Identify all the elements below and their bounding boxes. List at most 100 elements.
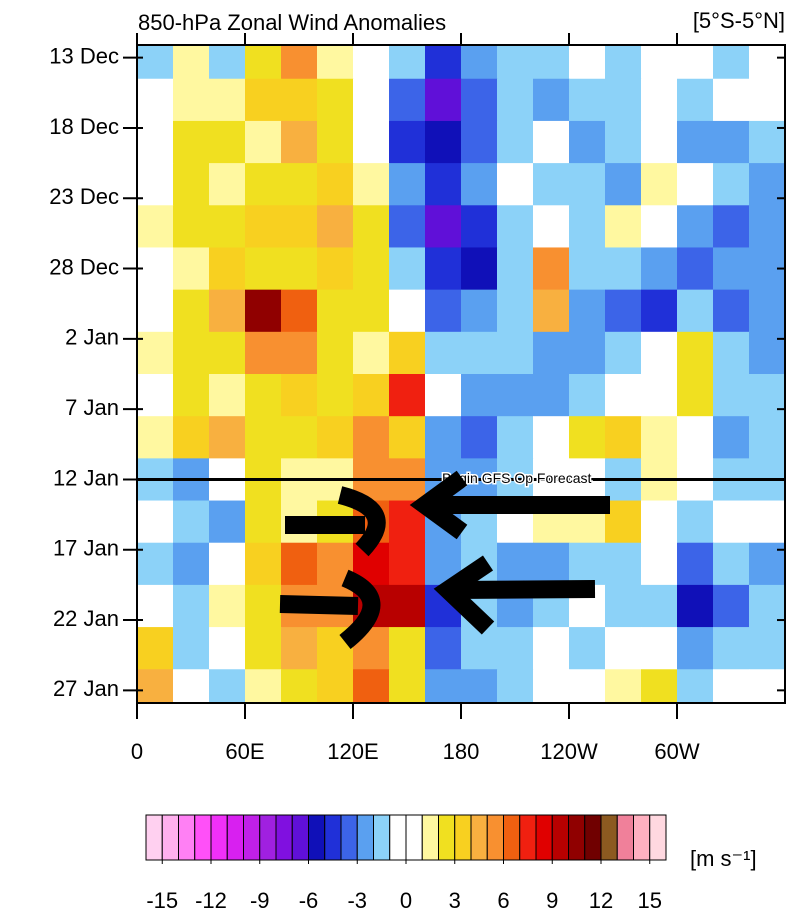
cell	[173, 669, 210, 703]
cell	[569, 416, 606, 459]
y-tick-label: 23 Dec	[49, 184, 119, 209]
cell	[497, 205, 534, 248]
arrow-head	[337, 486, 386, 557]
cell	[713, 205, 750, 248]
colorbar-box	[178, 814, 196, 861]
cell	[137, 45, 174, 80]
x-tick-label: 120W	[540, 739, 598, 764]
cell	[353, 289, 390, 333]
cell	[749, 289, 785, 333]
cell	[353, 163, 390, 206]
cell	[461, 289, 498, 333]
cell	[641, 542, 678, 586]
cell	[353, 331, 390, 375]
cell	[605, 542, 642, 586]
cell	[461, 669, 498, 703]
cell	[497, 627, 534, 670]
cell	[281, 627, 318, 670]
cell	[389, 45, 426, 80]
colorbar-tick-label: -15	[146, 888, 178, 913]
colorbar-box	[568, 814, 586, 861]
arrow	[449, 580, 596, 599]
cell	[677, 289, 714, 333]
cell	[749, 374, 785, 417]
cell	[605, 669, 642, 703]
colorbar-box	[389, 814, 407, 861]
cell	[317, 374, 354, 417]
cell	[317, 120, 354, 164]
cell	[677, 542, 714, 586]
cell	[677, 120, 714, 164]
cell	[713, 247, 750, 291]
cell	[281, 163, 318, 206]
cell	[569, 78, 606, 122]
cell	[713, 163, 750, 206]
cell	[677, 584, 714, 628]
axes: 0 60E 120E 180 120W 60W 13 Dec 18 Dec 23 Dec 28 D…	[49, 33, 786, 764]
cell	[713, 584, 750, 628]
colorbar-tick-label: -12	[195, 888, 227, 913]
cell	[317, 669, 354, 703]
colorbar-box	[145, 814, 163, 861]
y-tick-label: 7 Jan	[65, 395, 119, 420]
arrow-head	[433, 555, 495, 635]
x-tick-label: 60E	[225, 739, 264, 764]
cell	[209, 78, 246, 122]
cell	[713, 627, 750, 670]
cell	[713, 78, 750, 122]
cell	[641, 500, 678, 544]
cell	[533, 205, 570, 248]
cell	[641, 163, 678, 206]
cell	[209, 205, 246, 248]
cell	[749, 500, 785, 544]
cell	[569, 289, 606, 333]
cell	[569, 669, 606, 703]
cell	[173, 584, 210, 628]
colorbar-box	[535, 814, 553, 861]
cell	[533, 374, 570, 417]
colorbar-box	[405, 814, 423, 861]
cell	[245, 163, 282, 206]
y-tick-label: 13 Dec	[49, 43, 119, 68]
cell	[605, 163, 642, 206]
annotation: Begin GFS Op Forecast	[442, 470, 592, 486]
cell	[281, 78, 318, 122]
cell	[713, 500, 750, 544]
cell	[245, 45, 282, 80]
cell	[497, 416, 534, 459]
cell	[245, 205, 282, 248]
cell	[461, 163, 498, 206]
cell	[137, 584, 174, 628]
cell	[641, 289, 678, 333]
cell	[209, 120, 246, 164]
colorbar-box	[438, 814, 456, 861]
cell	[281, 45, 318, 80]
y-tick-label: 27 Jan	[53, 676, 119, 701]
cell	[209, 247, 246, 291]
cell	[137, 120, 174, 164]
cell	[245, 247, 282, 291]
cell	[317, 331, 354, 375]
cell	[173, 247, 210, 291]
colorbar-tick-label: 3	[449, 888, 461, 913]
colorbar-tick-label: 0	[400, 888, 412, 913]
cell	[317, 163, 354, 206]
cell	[533, 120, 570, 164]
cell	[605, 78, 642, 122]
y-tick-label: 28 Dec	[49, 254, 119, 279]
cell	[713, 331, 750, 375]
cell	[137, 669, 174, 703]
cell	[425, 289, 462, 333]
cell	[389, 78, 426, 122]
cell	[353, 120, 390, 164]
x-tick-label: 180	[443, 739, 480, 764]
cell	[641, 78, 678, 122]
cell	[533, 542, 570, 586]
cell	[353, 205, 390, 248]
cell	[425, 163, 462, 206]
cell	[641, 584, 678, 628]
colorbar-box	[308, 814, 326, 861]
cell	[497, 163, 534, 206]
colorbar-box	[194, 814, 212, 861]
